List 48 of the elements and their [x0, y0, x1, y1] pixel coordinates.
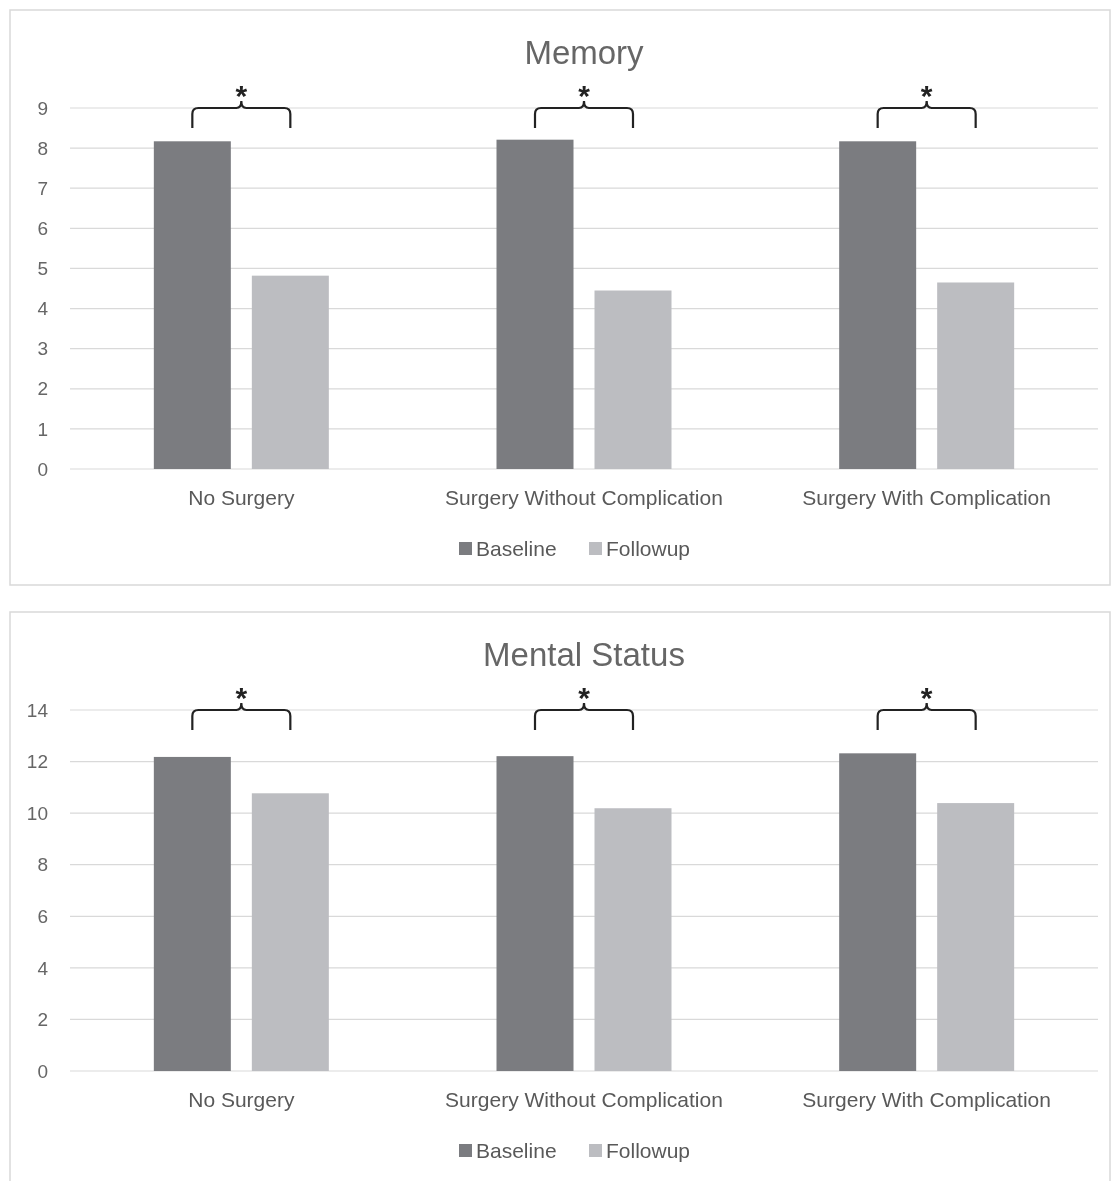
y-tick-label: 7 — [37, 177, 48, 199]
x-tick-label: Surgery Without Complication — [445, 1088, 723, 1111]
annotation: * — [578, 79, 591, 112]
chart-title: Mental Status — [483, 636, 685, 673]
y-tick-label: 5 — [37, 258, 48, 280]
bar — [937, 282, 1015, 469]
y-tick-label: 9 — [37, 97, 48, 119]
bar — [937, 803, 1015, 1071]
y-tick-label: 14 — [26, 699, 49, 721]
y-tick-label: 8 — [37, 854, 48, 876]
x-tick-label: No Surgery — [188, 1088, 295, 1111]
legend-label: Followup — [606, 537, 691, 561]
bar — [496, 139, 574, 469]
annotation: * — [920, 79, 933, 112]
y-tick-label: 1 — [37, 418, 48, 440]
bar — [153, 141, 231, 469]
x-tick-label: Surgery With Complication — [802, 1088, 1051, 1111]
x-tick-label: Surgery Without Complication — [445, 486, 723, 509]
y-tick-label: 6 — [37, 217, 48, 239]
annotation: * — [920, 681, 933, 714]
y-tick-label: 4 — [37, 957, 49, 979]
y-tick-label: 2 — [37, 378, 48, 400]
bar — [594, 808, 672, 1071]
y-tick-label: 3 — [37, 338, 48, 360]
chart-title: Memory — [524, 34, 645, 71]
y-tick-label: 12 — [26, 751, 48, 773]
x-tick-label: No Surgery — [188, 486, 295, 509]
bar — [839, 141, 917, 469]
legend-label: Followup — [606, 1139, 691, 1163]
y-tick-label: 0 — [37, 1060, 48, 1082]
bar — [251, 275, 329, 469]
y-tick-label: 0 — [37, 458, 48, 480]
legend-label: Baseline — [476, 537, 557, 561]
y-tick-label: 4 — [37, 298, 49, 320]
annotation: * — [235, 79, 248, 112]
bar — [251, 793, 329, 1071]
legend-label: Baseline — [476, 1139, 557, 1163]
annotation: * — [235, 681, 248, 714]
y-tick-label: 2 — [37, 1009, 48, 1031]
bar — [839, 753, 917, 1071]
y-tick-label: 10 — [26, 802, 48, 824]
y-tick-label: 6 — [37, 905, 48, 927]
bar — [594, 290, 672, 469]
y-tick-label: 8 — [37, 137, 48, 159]
x-tick-label: Surgery With Complication — [802, 486, 1051, 509]
bar — [496, 756, 574, 1071]
bar — [153, 756, 231, 1071]
annotation: * — [578, 681, 591, 714]
